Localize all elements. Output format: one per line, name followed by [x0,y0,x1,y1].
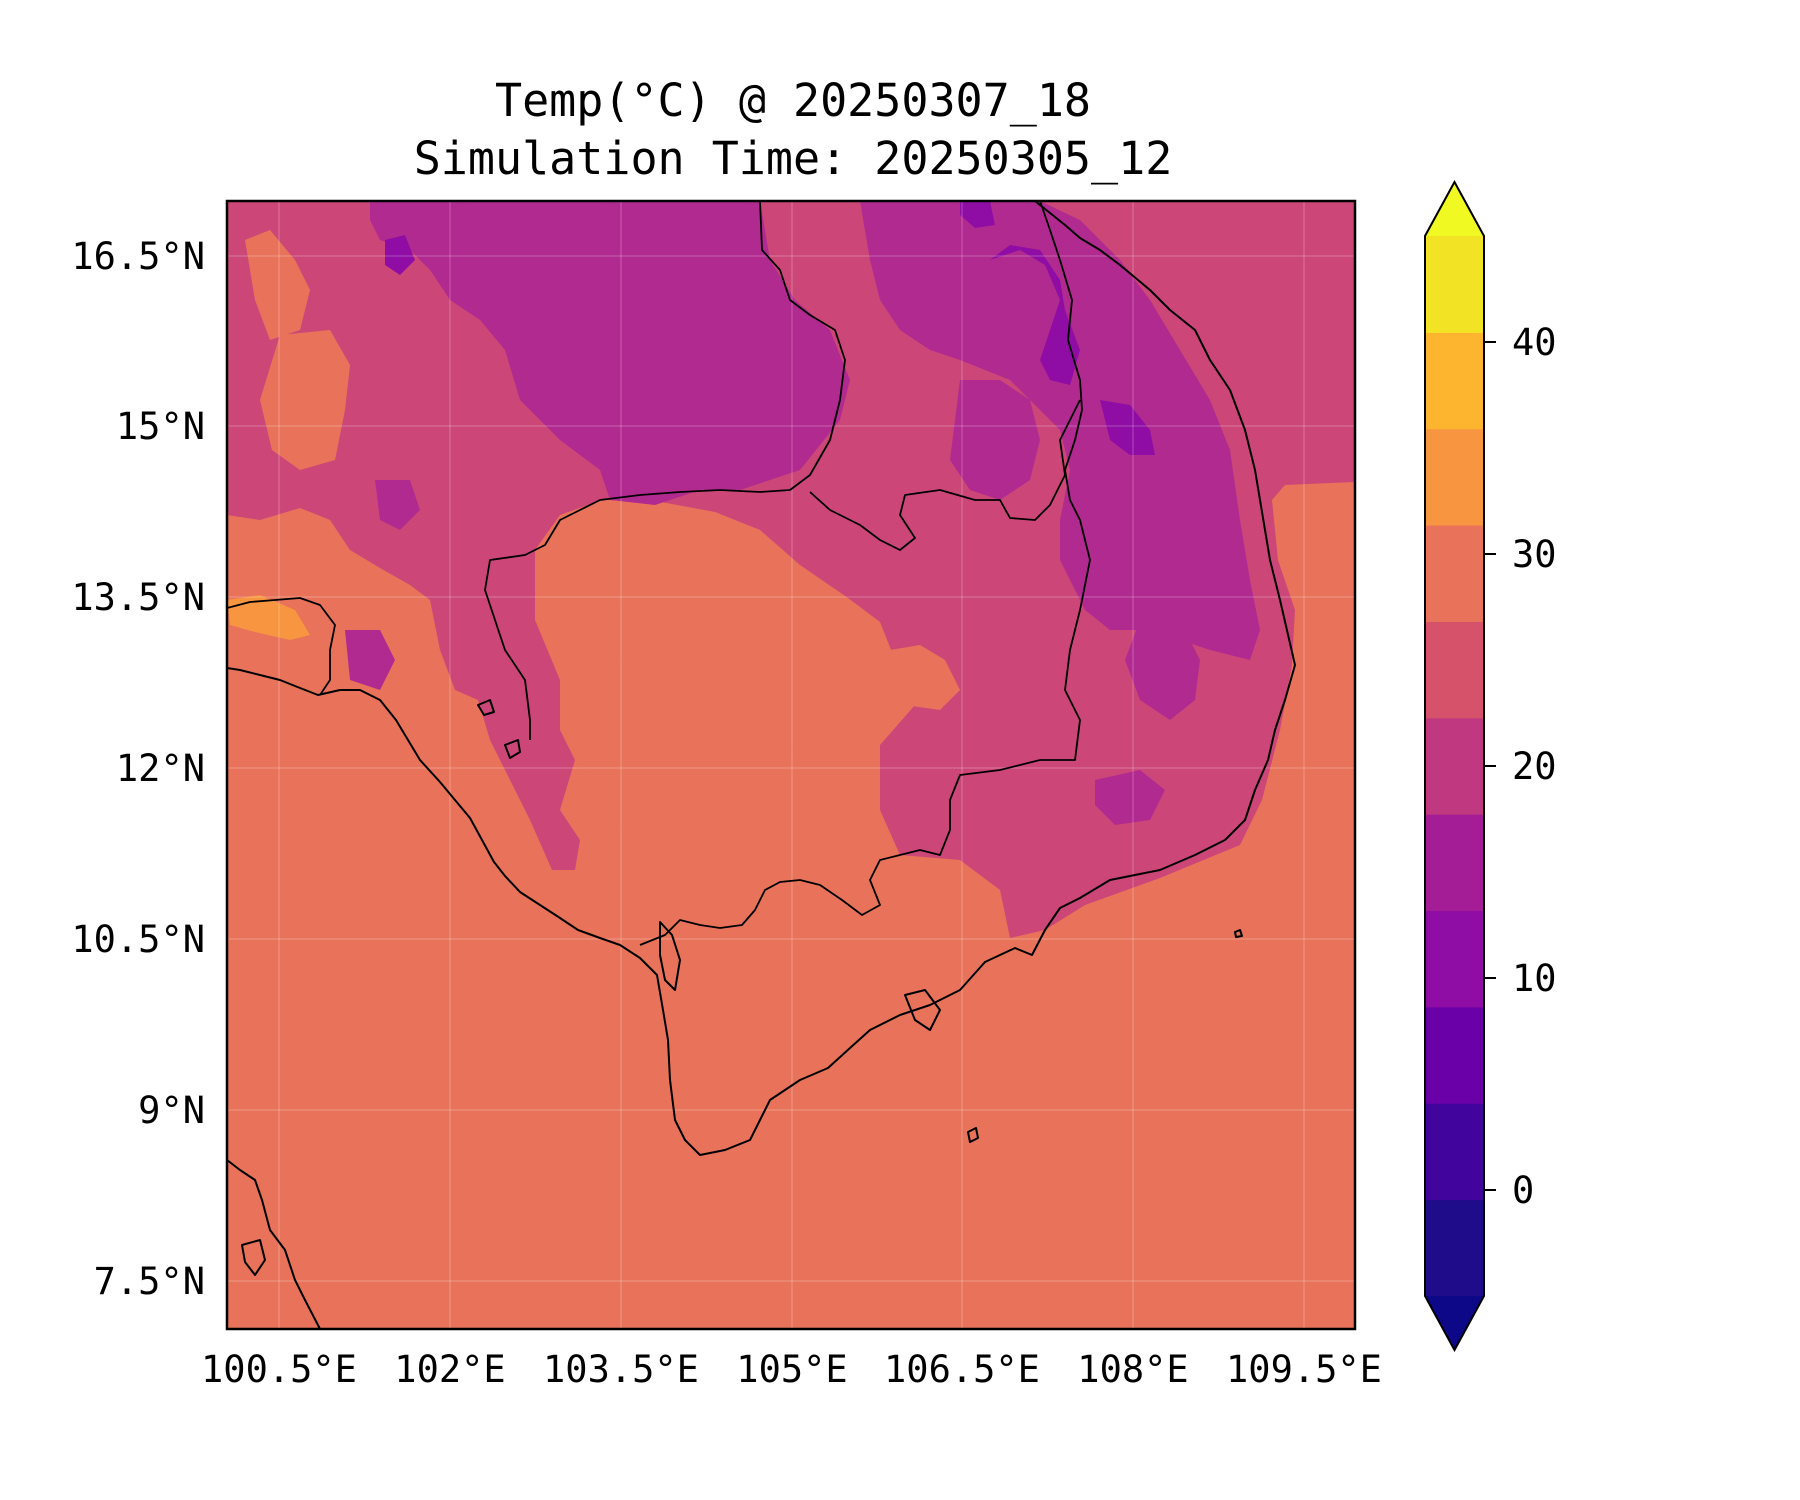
lon-tick-label: 106.5°E [884,1348,1040,1391]
colorbar-segment [1425,236,1484,333]
temp-band-35-40-spot [227,595,310,640]
gridlines [227,201,1355,1329]
colorbar-ticks: 40 30 20 10 0 [1484,321,1557,1212]
temp-band-15-20 [385,201,1155,455]
country-borders [227,201,1091,946]
map-panel [227,201,1355,1329]
colorbar-tick-label: 20 [1512,745,1557,788]
lat-tick-label: 13.5°N [71,576,205,619]
map-frame [225,199,1357,1331]
colorbar-tick-label: 30 [1512,533,1557,576]
lon-tick-label: 108°E [1077,1348,1188,1391]
colorbar-segment [1425,621,1484,719]
lon-tick-label: 109.5°E [1226,1348,1382,1391]
lat-tick-label: 12°N [116,747,205,790]
colorbar-segment [1425,814,1484,912]
colorbar-extend-max [1425,182,1484,236]
colorbar-tick-label: 40 [1512,321,1557,364]
lon-tick-label: 105°E [736,1348,847,1391]
temp-band-30-35-inland [245,230,960,940]
colorbar-segment [1425,1103,1484,1201]
colorbar-tick-label: 10 [1512,957,1557,1000]
temp-band-20-25 [345,201,1260,825]
colorbar [1424,179,1485,1353]
lat-tick-label: 10.5°N [71,918,205,961]
colorbar-extend-min [1425,1296,1484,1350]
lon-tick-label: 100.5°E [201,1348,357,1391]
lat-tick-label: 15°N [116,405,205,448]
coastlines [227,201,1296,1329]
map-title-line2: Simulation Time: 20250305_12 [414,132,1173,185]
colorbar-segment [1425,1199,1484,1297]
latitude-axis: 16.5°N 15°N 13.5°N 12°N 10.5°N 9°N 7.5°N [71,235,205,1303]
colorbar-tick-label: 0 [1512,1169,1534,1212]
lat-tick-label: 9°N [138,1089,205,1132]
colorbar-segment [1425,717,1484,815]
lat-tick-label: 16.5°N [71,235,205,278]
colorbar-segment [1425,332,1484,430]
lat-tick-label: 7.5°N [94,1260,205,1303]
lon-tick-label: 102°E [394,1348,505,1391]
colorbar-segment [1425,910,1484,1008]
lon-tick-label: 103.5°E [543,1348,699,1391]
colorbar-outline [1424,179,1485,1353]
colorbar-segment [1425,525,1484,622]
colorbar-segment [1425,1006,1484,1104]
colorbar-segment [1425,428,1484,526]
map-title-line1: Temp(°C) @ 20250307_18 [495,74,1091,127]
longitude-axis: 100.5°E 102°E 103.5°E 105°E 106.5°E 108°… [201,1348,1382,1391]
